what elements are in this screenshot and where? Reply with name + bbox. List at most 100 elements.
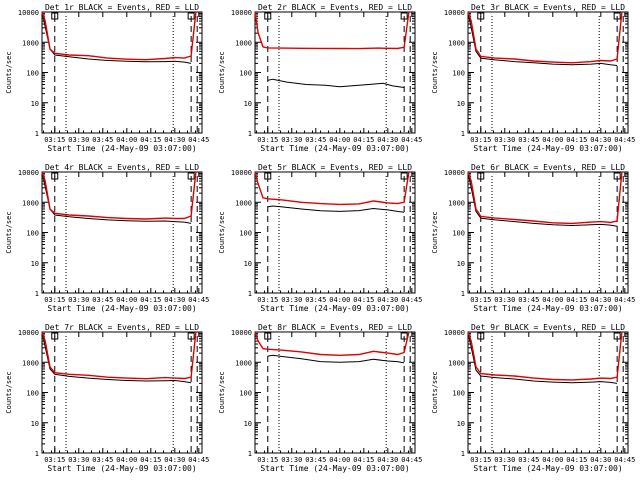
x-axis-label: Start Time (24-May-09 03:07:00)	[473, 464, 622, 473]
series-line-lld	[467, 11, 623, 64]
chart-title: Det 8r BLACK = Events, RED = LLD	[258, 323, 412, 332]
y-tick-label: 100	[452, 390, 465, 398]
x-axis-label: Start Time (24-May-09 03:07:00)	[473, 304, 622, 313]
x-tick-label: 04:15	[353, 456, 374, 464]
y-tick-label: 1000	[235, 199, 252, 207]
y-tick-label: 1000	[22, 359, 39, 367]
x-tick-label: 03:30	[281, 136, 302, 144]
chart-panel-1: Det 1r BLACK = Events, RED = LLD 1 10 100 10…	[5, 3, 209, 153]
x-tick-label: 04:30	[590, 296, 611, 304]
x-tick-label: 04:45	[401, 136, 422, 144]
chart-panel-6: Det 6r BLACK = Events, RED = LLD 1 10 100 10…	[431, 163, 635, 313]
start-marker-square	[51, 332, 59, 340]
series-line-events	[467, 331, 618, 384]
y-tick-label: 1000	[22, 39, 39, 47]
y-axis-label: Counts/sec	[5, 51, 13, 93]
y-tick-label: 100	[452, 70, 465, 78]
start-marker-square	[477, 12, 485, 20]
x-axis-label: Start Time (24-May-09 03:07:00)	[47, 144, 196, 153]
x-tick-label: 03:45	[92, 456, 113, 464]
y-tick-label: 1	[248, 290, 252, 298]
chart-panel-3: Det 3r BLACK = Events, RED = LLD 1 10 100 10…	[431, 3, 635, 153]
x-tick-label: 03:15	[470, 456, 491, 464]
end-marker-square	[187, 172, 195, 180]
start-marker-square	[477, 332, 485, 340]
x-tick-label: 04:45	[401, 456, 422, 464]
chart-panel-7: Det 7r BLACK = Events, RED = LLD 1 10 100 10…	[5, 323, 209, 473]
y-tick-label: 10000	[444, 169, 465, 177]
chart-panel-8: Det 8r BLACK = Events, RED = LLD 1 10 100 10…	[218, 323, 422, 473]
x-tick-label: 04:15	[140, 136, 161, 144]
x-tick-label: 04:30	[164, 456, 185, 464]
chart-title: Det 6r BLACK = Events, RED = LLD	[471, 163, 625, 172]
chart-title: Det 7r BLACK = Events, RED = LLD	[45, 323, 199, 332]
y-axis-label: Counts/sec	[218, 371, 226, 413]
x-tick-label: 03:45	[518, 296, 539, 304]
y-tick-label: 1	[35, 130, 39, 138]
x-tick-label: 04:45	[614, 296, 635, 304]
y-axis-label: Counts/sec	[218, 211, 226, 253]
x-tick-label: 04:00	[329, 136, 350, 144]
x-tick-label: 04:45	[188, 136, 209, 144]
x-tick-label: 03:15	[257, 456, 278, 464]
y-tick-label: 10	[457, 260, 465, 268]
plot-frame	[467, 331, 629, 454]
chart-panel-4: Det 4r BLACK = Events, RED = LLD 1 10 100 10…	[5, 163, 209, 313]
x-tick-label: 03:30	[494, 296, 515, 304]
x-tick-label: 04:00	[116, 456, 137, 464]
y-axis-label: Counts/sec	[218, 51, 226, 93]
x-tick-label: 04:15	[566, 456, 587, 464]
end-marker-square	[613, 172, 621, 180]
y-tick-label: 10	[457, 420, 465, 428]
y-tick-label: 100	[452, 230, 465, 238]
start-marker-square	[264, 332, 272, 340]
x-tick-label: 04:15	[140, 296, 161, 304]
chart-title: Det 4r BLACK = Events, RED = LLD	[45, 163, 199, 172]
x-tick-label: 03:45	[305, 296, 326, 304]
series-line-events	[267, 354, 405, 364]
y-tick-label: 10000	[18, 9, 39, 17]
y-axis-label: Counts/sec	[431, 211, 439, 253]
x-tick-label: 03:15	[257, 136, 278, 144]
x-tick-label: 03:30	[494, 136, 515, 144]
end-marker-square	[400, 332, 408, 340]
x-tick-label: 03:30	[281, 456, 302, 464]
x-tick-label: 04:15	[566, 136, 587, 144]
x-tick-label: 04:45	[188, 296, 209, 304]
series-line-lld	[254, 171, 410, 206]
y-tick-label: 1	[35, 450, 39, 458]
x-tick-label: 04:15	[353, 296, 374, 304]
x-axis-label: Start Time (24-May-09 03:07:00)	[473, 144, 622, 153]
x-tick-label: 04:00	[329, 296, 350, 304]
x-tick-label: 04:00	[542, 296, 563, 304]
y-tick-label: 100	[26, 70, 39, 78]
y-tick-label: 10	[244, 260, 252, 268]
x-tick-label: 04:45	[188, 456, 209, 464]
x-tick-label: 03:45	[92, 136, 113, 144]
x-tick-label: 04:45	[614, 456, 635, 464]
x-tick-label: 03:30	[281, 296, 302, 304]
x-tick-label: 03:15	[257, 296, 278, 304]
x-axis-label: Start Time (24-May-09 03:07:00)	[47, 464, 196, 473]
plot-frame	[41, 171, 203, 294]
y-tick-label: 1	[461, 130, 465, 138]
x-tick-label: 04:00	[542, 136, 563, 144]
chart-panel-9: Det 9r BLACK = Events, RED = LLD 1 10 100 10…	[431, 323, 635, 473]
plot-frame	[254, 171, 416, 294]
end-marker-square	[613, 332, 621, 340]
series-line-events	[467, 171, 618, 227]
plot-frame	[41, 331, 203, 454]
start-marker-square	[51, 172, 59, 180]
end-marker-square	[400, 172, 408, 180]
series-line-events	[467, 11, 618, 66]
x-tick-label: 03:45	[518, 456, 539, 464]
x-tick-label: 03:45	[305, 456, 326, 464]
y-tick-label: 10000	[18, 329, 39, 337]
x-tick-label: 03:15	[44, 296, 65, 304]
chart-title: Det 1r BLACK = Events, RED = LLD	[45, 3, 199, 12]
series-line-lld	[467, 331, 623, 381]
start-marker-square	[477, 172, 485, 180]
y-tick-label: 1	[461, 290, 465, 298]
y-tick-label: 100	[26, 390, 39, 398]
